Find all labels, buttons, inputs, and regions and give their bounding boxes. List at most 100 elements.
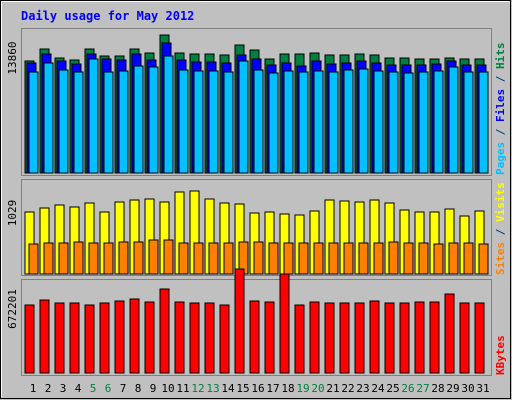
bar-sites-day-5 — [88, 242, 99, 275]
chart-title: Daily usage for May 2012 — [21, 9, 194, 23]
bar-pages-day-21 — [328, 71, 339, 174]
bar-kbytes-day-17 — [264, 301, 275, 374]
bar-pages-day-25 — [388, 71, 399, 174]
bar-kbytes-day-31 — [474, 302, 485, 374]
axis-label-visits-sites: Sites / Visits — [494, 182, 507, 275]
bars-layer — [24, 34, 489, 374]
bar-kbytes-day-9 — [144, 301, 155, 374]
bar-pages-day-8 — [133, 65, 144, 174]
bar-kbytes-day-27 — [414, 301, 425, 374]
bar-pages-day-31 — [478, 71, 489, 174]
bar-pages-day-10 — [163, 55, 174, 174]
bar-pages-day-22 — [343, 69, 354, 174]
bar-pages-day-30 — [463, 71, 474, 174]
axis-label-part: / — [494, 69, 507, 89]
bar-pages-day-19 — [298, 71, 309, 174]
bar-kbytes-day-4 — [69, 302, 80, 374]
bar-kbytes-day-28 — [429, 301, 440, 374]
bar-sites-day-24 — [373, 242, 384, 275]
bar-sites-day-29 — [448, 242, 459, 275]
bar-kbytes-day-16 — [249, 300, 260, 374]
bar-pages-day-2 — [43, 62, 54, 174]
axis-label-hits-files-pages: Pages / Files / Hits — [494, 43, 507, 176]
xtick-label-day-20: 20 — [311, 382, 324, 395]
xtick-label-day-19: 19 — [296, 382, 309, 395]
bar-pages-day-9 — [148, 66, 159, 174]
xtick-label-day-29: 29 — [446, 382, 459, 395]
bar-sites-day-31 — [478, 243, 489, 275]
bar-sites-day-12 — [193, 242, 204, 275]
bar-sites-day-30 — [463, 242, 474, 275]
bar-kbytes-day-21 — [324, 302, 335, 374]
xtick-label-day-24: 24 — [371, 382, 385, 395]
bar-pages-day-13 — [208, 70, 219, 174]
bar-pages-day-24 — [373, 70, 384, 174]
axis-label-part: Visits — [494, 182, 507, 222]
bar-sites-day-2 — [43, 242, 54, 275]
panel-frame-hits — [21, 28, 492, 176]
bar-sites-day-28 — [433, 243, 444, 275]
bar-pages-day-12 — [193, 70, 204, 174]
axis-label-part: KBytes — [494, 335, 507, 375]
bar-pages-day-5 — [88, 58, 99, 174]
bar-kbytes-day-26 — [399, 302, 410, 374]
bar-pages-day-7 — [118, 70, 129, 174]
xtick-label-day-2: 2 — [45, 382, 52, 395]
xtick-label-day-12: 12 — [191, 382, 204, 395]
bar-sites-day-26 — [403, 242, 414, 275]
bar-kbytes-day-19 — [294, 304, 305, 374]
bar-pages-day-14 — [223, 71, 234, 174]
xtick-label-day-18: 18 — [281, 382, 294, 395]
xtick-label-day-10: 10 — [161, 382, 174, 395]
xtick-label-day-27: 27 — [416, 382, 429, 395]
bar-kbytes-day-3 — [54, 302, 65, 374]
xtick-label-day-31: 31 — [476, 382, 489, 395]
axis-label-part: Files — [494, 89, 507, 122]
bar-sites-day-8 — [133, 241, 144, 275]
bar-sites-day-13 — [208, 242, 219, 275]
bar-sites-day-4 — [73, 241, 84, 275]
bar-sites-day-9 — [148, 239, 159, 275]
bar-sites-day-11 — [178, 242, 189, 275]
bar-sites-day-19 — [298, 242, 309, 275]
bar-kbytes-day-10 — [159, 288, 170, 374]
bar-pages-day-26 — [403, 72, 414, 174]
bar-sites-day-16 — [253, 241, 264, 275]
bar-sites-day-10 — [163, 239, 174, 275]
xtick-label-day-25: 25 — [386, 382, 399, 395]
bar-pages-day-3 — [58, 69, 69, 174]
bar-sites-day-21 — [328, 242, 339, 275]
xtick-label-day-28: 28 — [431, 382, 444, 395]
ytick-label-visits-sites: 1029 — [6, 200, 19, 227]
axis-label-kbytes: KBytes — [494, 335, 507, 375]
bar-pages-day-16 — [253, 69, 264, 174]
xtick-label-day-11: 11 — [176, 382, 189, 395]
axis-label-part: / — [494, 222, 507, 242]
bar-kbytes-day-15 — [234, 268, 245, 374]
xtick-label-day-16: 16 — [251, 382, 264, 395]
bar-sites-day-3 — [58, 242, 69, 275]
bar-sites-day-27 — [418, 242, 429, 275]
bar-kbytes-day-24 — [369, 300, 380, 374]
bar-sites-day-23 — [358, 242, 369, 275]
bar-pages-day-23 — [358, 68, 369, 174]
xtick-label-day-7: 7 — [120, 382, 127, 395]
bar-kbytes-day-14 — [219, 304, 230, 374]
bar-kbytes-day-11 — [174, 301, 185, 374]
bar-kbytes-day-18 — [279, 273, 290, 374]
bar-pages-day-4 — [73, 71, 84, 174]
xtick-label-day-21: 21 — [326, 382, 339, 395]
xtick-label-day-26: 26 — [401, 382, 414, 395]
xtick-label-day-5: 5 — [90, 382, 97, 395]
bar-kbytes-day-29 — [444, 293, 455, 374]
bar-pages-day-11 — [178, 69, 189, 174]
bar-pages-day-6 — [103, 71, 114, 174]
bar-pages-day-29 — [448, 66, 459, 174]
bar-kbytes-day-23 — [354, 302, 365, 374]
bar-kbytes-day-13 — [204, 302, 215, 374]
xtick-label-day-6: 6 — [105, 382, 112, 395]
bar-sites-day-20 — [313, 242, 324, 275]
xtick-label-day-13: 13 — [206, 382, 219, 395]
